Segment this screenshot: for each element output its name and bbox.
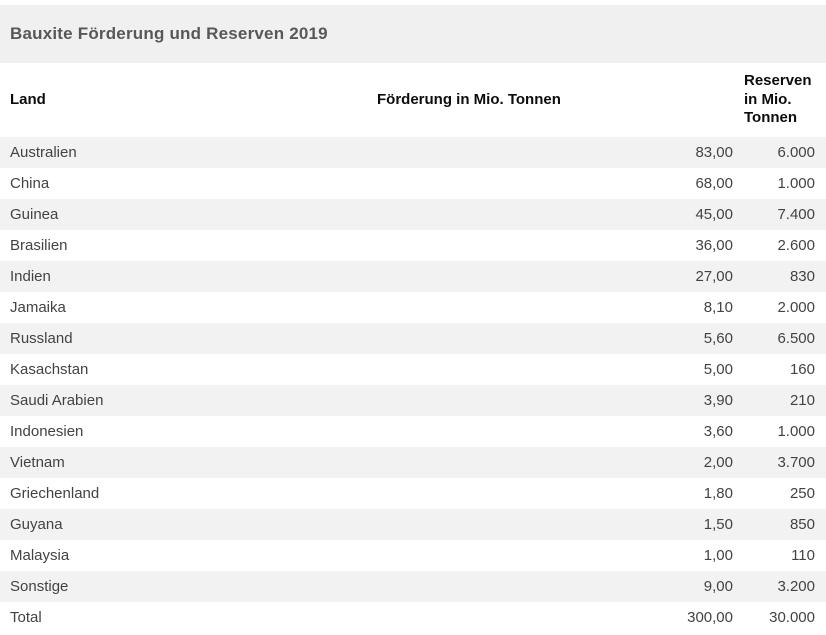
row-foerderung-cell: 1,50 [703, 516, 733, 533]
row-reserven-cell: 2.600 [777, 237, 815, 254]
table-row: Sonstige 9,00 3.200 [0, 571, 826, 602]
table-row: Brasilien 36,00 2.600 [0, 230, 826, 261]
table-row: Indonesien 3,60 1.000 [0, 416, 826, 447]
column-header-reserven: Reserven in Mio. Tonnen [733, 63, 826, 137]
table-title-bar: Bauxite Förderung und Reserven 2019 [0, 5, 826, 63]
table-row: Indien 27,00 830 [0, 261, 826, 292]
row-reserven-cell: 210 [789, 392, 815, 409]
row-reserven-cell: 160 [789, 361, 815, 378]
row-land-cell: Guinea [10, 206, 59, 223]
table-row: Malaysia 1,00 110 [0, 540, 826, 571]
row-foerderung-cell: 3,60 [703, 423, 733, 440]
table-row: Guyana 1,50 850 [0, 509, 826, 540]
column-header-foerderung: Förderung in Mio. Tonnen [377, 63, 733, 137]
table-row: Russland 5,60 6.500 [0, 323, 826, 354]
row-reserven-cell: 1.000 [777, 175, 815, 192]
row-reserven-cell: 7.400 [777, 206, 815, 223]
row-land-cell: Russland [10, 330, 73, 347]
row-reserven-cell: 850 [789, 516, 815, 533]
row-foerderung-cell: 83,00 [695, 144, 733, 161]
row-foerderung-cell: 1,80 [703, 485, 733, 502]
row-land-cell: Australien [10, 144, 77, 161]
table-row: Jamaika 8,10 2.000 [0, 292, 826, 323]
row-land-cell: Griechenland [10, 485, 100, 502]
row-reserven-cell: 110 [791, 547, 815, 564]
row-land-cell: Total [10, 609, 42, 626]
table-row: Vietnam 2,00 3.700 [0, 447, 826, 478]
row-land-cell: Sonstige [10, 578, 69, 595]
row-land-cell: Indien [10, 268, 51, 285]
row-foerderung-cell: 5,00 [703, 361, 733, 378]
table-row: Australien 83,00 6.000 [0, 137, 826, 168]
row-foerderung-cell: 3,90 [703, 392, 733, 409]
row-land-cell: China [10, 175, 50, 192]
table-row: Saudi Arabien 3,90 210 [0, 385, 826, 416]
row-reserven-cell: 2.000 [777, 299, 815, 316]
row-reserven-cell: 830 [789, 268, 815, 285]
row-land-cell: Brasilien [10, 237, 68, 254]
table-row: Griechenland 1,80 250 [0, 478, 826, 509]
row-reserven-cell: 1.000 [777, 423, 815, 440]
column-header-land: Land [0, 63, 377, 137]
row-foerderung-cell: 36,00 [695, 237, 733, 254]
page-title: Bauxite Förderung und Reserven 2019 [10, 24, 328, 43]
row-land-cell: Jamaika [10, 299, 66, 316]
row-reserven-cell: 6.500 [777, 330, 815, 347]
table-row: Total 300,00 30.000 [0, 602, 826, 633]
row-foerderung-cell: 1,00 [703, 547, 733, 564]
row-foerderung-cell: 300,00 [687, 609, 733, 626]
row-reserven-cell: 30.000 [769, 609, 815, 626]
row-foerderung-cell: 5,60 [703, 330, 733, 347]
row-foerderung-cell: 2,00 [703, 454, 733, 471]
data-table: Land Förderung in Mio. Tonnen Reserven i… [0, 63, 826, 633]
table-header-row: Land Förderung in Mio. Tonnen Reserven i… [0, 63, 826, 137]
row-reserven-cell: 3.700 [777, 454, 815, 471]
row-land-cell: Malaysia [10, 547, 70, 564]
row-foerderung-cell: 27,00 [695, 268, 733, 285]
row-foerderung-cell: 68,00 [695, 175, 733, 192]
table-row: China 68,00 1.000 [0, 168, 826, 199]
row-land-cell: Indonesien [10, 423, 84, 440]
row-land-cell: Guyana [10, 516, 63, 533]
row-foerderung-cell: 45,00 [695, 206, 733, 223]
table-body: Australien 83,00 6.000 China 68,00 1.000 Guine… [0, 137, 826, 633]
row-land-cell: Vietnam [10, 454, 65, 471]
row-reserven-cell: 3.200 [777, 578, 815, 595]
row-foerderung-cell: 9,00 [703, 578, 733, 595]
row-land-cell: Saudi Arabien [10, 392, 104, 409]
row-land-cell: Kasachstan [10, 361, 89, 378]
row-reserven-cell: 250 [789, 485, 815, 502]
row-foerderung-cell: 8,10 [703, 299, 733, 316]
table-row: Guinea 45,00 7.400 [0, 199, 826, 230]
row-reserven-cell: 6.000 [777, 144, 815, 161]
table-row: Kasachstan 5,00 160 [0, 354, 826, 385]
